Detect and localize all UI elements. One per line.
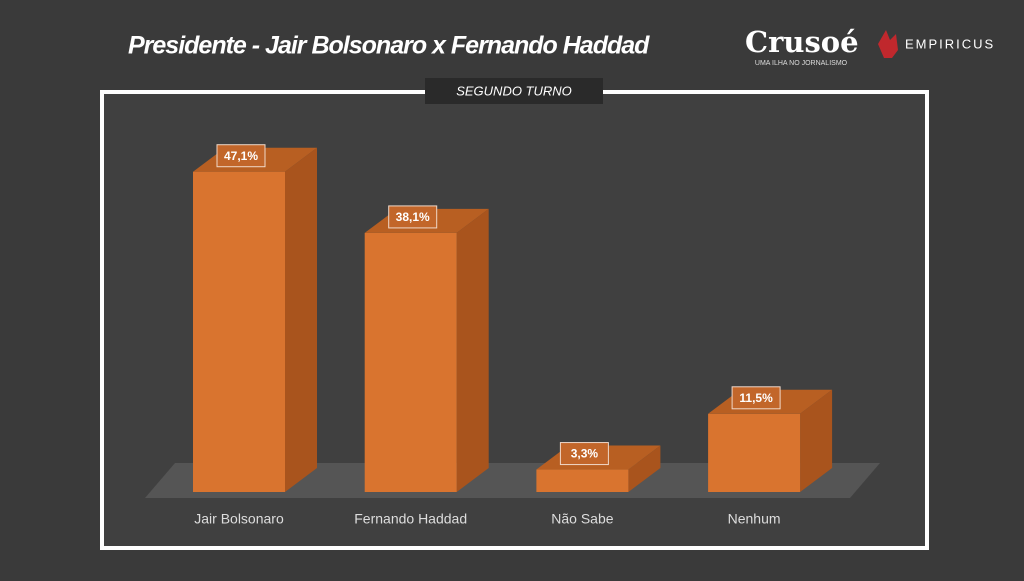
value-label-box [216, 144, 266, 168]
x-tick-label: Não Sabe [551, 511, 613, 527]
value-label: 38,1% [396, 210, 430, 224]
partner-logo: EMPIRICUS [905, 36, 995, 51]
bar-side [456, 208, 489, 493]
bar-side [285, 147, 317, 492]
chart-title: Presidente - Jair Bolsonaro x Fernando H… [128, 32, 650, 60]
value-label: 11,5% [739, 391, 773, 405]
partner-icon [878, 30, 898, 58]
bar-front [193, 171, 285, 492]
value-label-box [559, 442, 609, 466]
x-tick-label: Jair Bolsonaro [194, 511, 284, 527]
x-tick-label: Fernando Haddad [354, 511, 467, 527]
bar-front [536, 469, 629, 492]
bar-front [364, 232, 457, 493]
bar [364, 208, 489, 493]
value-label: 47,1% [224, 149, 258, 163]
plot: 47,1% Jair Bolsonaro 38,1% Fernando Haddad 3… [193, 144, 833, 527]
value-label: 3,3% [571, 447, 599, 461]
x-tick-label: Nenhum [728, 511, 781, 527]
subtitle-box [425, 78, 603, 104]
value-label-box [731, 386, 781, 410]
brand-tagline: UMA ILHA NO JORNALISMO [755, 60, 848, 67]
bar [193, 147, 317, 492]
floor [145, 463, 880, 498]
bar-side [800, 389, 833, 492]
bar-side [628, 445, 661, 492]
chart-subtitle: SEGUNDO TURNO [456, 83, 572, 98]
bar-front [708, 413, 801, 492]
brand-logo: Crusoé [745, 25, 859, 59]
value-label-box [388, 205, 438, 229]
